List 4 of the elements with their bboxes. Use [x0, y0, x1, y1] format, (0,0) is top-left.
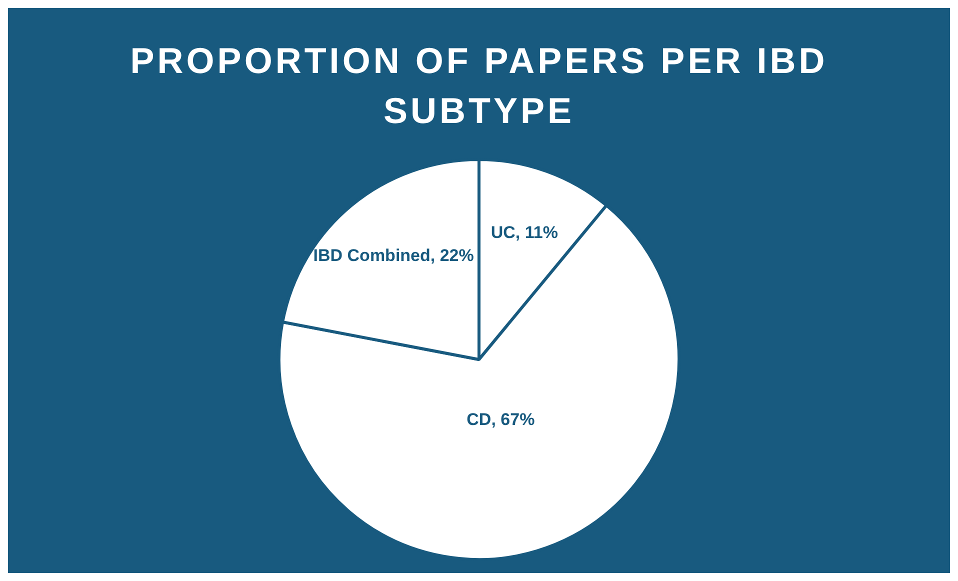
slice-label: IBD Combined, 22% — [312, 245, 475, 268]
slice-label: CD, 67% — [466, 408, 536, 431]
chart-title: PROPORTION OF PAPERS PER IBD SUBTYPE — [129, 39, 829, 133]
slice-label: UC, 11% — [490, 222, 559, 244]
